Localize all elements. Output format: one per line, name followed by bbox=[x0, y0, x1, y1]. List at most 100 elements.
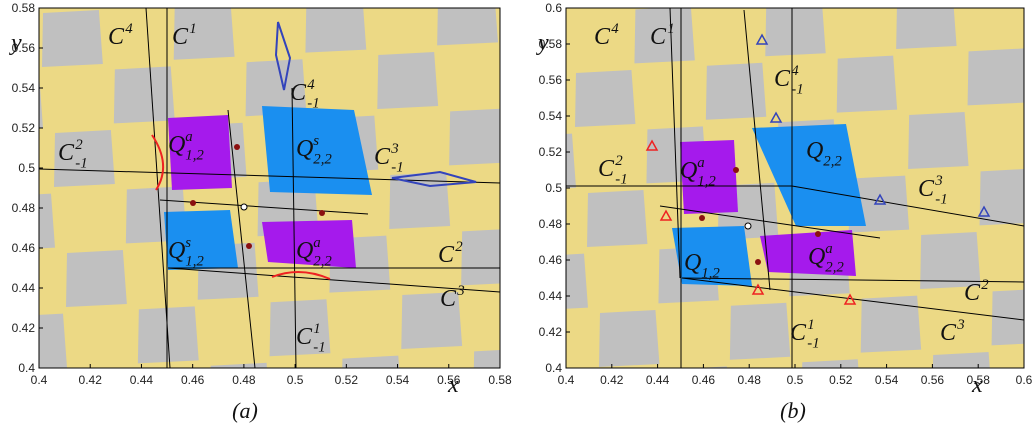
gray-tile bbox=[245, 59, 307, 117]
x-tick-label: 0.42 bbox=[600, 373, 624, 387]
y-tick-label: 0.42 bbox=[12, 321, 36, 335]
region-label: Qa 1,2 bbox=[680, 155, 716, 189]
gray-tile bbox=[967, 48, 1024, 106]
gray-tile bbox=[1027, 0, 1036, 42]
curve-label: C1 -1 bbox=[790, 317, 820, 351]
gray-tile bbox=[932, 352, 990, 368]
curve-c3 bbox=[167, 267, 500, 293]
region-q22a bbox=[262, 220, 356, 268]
region-label: Qa 2,2 bbox=[808, 241, 844, 275]
panel-caption: (a) bbox=[232, 398, 258, 423]
gray-tile bbox=[173, 8, 235, 60]
red-orbit-bottom bbox=[271, 271, 331, 280]
y-tick-label: 0.46 bbox=[12, 241, 36, 255]
x-tick-label: 0.4 bbox=[558, 373, 575, 387]
x-tick-label: 0.52 bbox=[829, 373, 853, 387]
y-tick-label: 0.56 bbox=[12, 41, 36, 55]
gray-tile bbox=[575, 70, 636, 127]
y-tick-label: 0.58 bbox=[12, 1, 36, 15]
gray-tile bbox=[39, 193, 55, 249]
y-tick-label: 0.54 bbox=[12, 81, 36, 95]
gray-tile bbox=[66, 250, 127, 307]
x-tick-label: 0.56 bbox=[437, 373, 461, 387]
curve-label: C2 bbox=[438, 239, 463, 268]
fixed-point bbox=[733, 167, 739, 173]
blue-orbit-right bbox=[391, 170, 477, 188]
saddle-point bbox=[744, 222, 752, 230]
x-tick-label: 0.48 bbox=[738, 373, 762, 387]
gray-tile bbox=[461, 229, 500, 286]
curve-label: C4 bbox=[108, 21, 133, 50]
x-tick-label: 0.5 bbox=[287, 373, 304, 387]
x-tick-label: 0.4 bbox=[31, 373, 48, 387]
region-q22a bbox=[760, 230, 856, 276]
gray-tile bbox=[729, 302, 791, 360]
gray-tile bbox=[802, 359, 859, 368]
y-tick-label: 0.44 bbox=[539, 289, 563, 303]
y-tick-label: 0.58 bbox=[539, 37, 563, 51]
fixed-point bbox=[815, 231, 821, 237]
curve-c3-minus1 bbox=[791, 185, 1024, 227]
region-q12 bbox=[672, 226, 752, 286]
red-marker bbox=[843, 293, 857, 305]
gray-tile bbox=[42, 10, 103, 67]
gray-tile bbox=[377, 52, 439, 109]
red-marker bbox=[645, 139, 659, 151]
gray-tile bbox=[979, 169, 1024, 226]
x-tick-label: 0.6 bbox=[1016, 373, 1033, 387]
region-q22s bbox=[262, 106, 372, 195]
gray-tile bbox=[269, 299, 331, 357]
gray-tile bbox=[920, 232, 981, 289]
curve-c2 bbox=[681, 277, 1024, 283]
x-tick-label: 0.58 bbox=[967, 373, 991, 387]
curve-label: C4 bbox=[594, 21, 619, 50]
panel-b: 0.4 0.42 0.44 0.46 0.48 0.5 0.52 0.54 0.56 0.58 0.… bbox=[536, 0, 1036, 423]
x-tick-label: 0.5 bbox=[787, 373, 804, 387]
curve-label: C4 -1 bbox=[774, 63, 804, 97]
y-tick-label: 0.52 bbox=[12, 121, 36, 135]
x-tick-label: 0.54 bbox=[875, 373, 899, 387]
gray-tile bbox=[305, 8, 367, 53]
gray-tile bbox=[634, 8, 695, 64]
region-q12a bbox=[168, 115, 232, 190]
region-label: Qa 1,2 bbox=[168, 129, 204, 163]
curve-c4-minus1 bbox=[743, 9, 771, 291]
curve-label: C1 bbox=[650, 21, 675, 50]
gray-tile bbox=[473, 350, 500, 368]
curve-label: C2 bbox=[964, 277, 989, 306]
gray-tile bbox=[437, 8, 498, 46]
y-tick-label: 0.4 bbox=[545, 361, 562, 375]
gray-tile bbox=[860, 295, 922, 353]
gray-tile bbox=[705, 62, 767, 120]
curve-label: C1 -1 bbox=[296, 321, 326, 355]
curve-label: C3 -1 bbox=[918, 173, 948, 207]
saddle-point bbox=[240, 203, 248, 211]
x-tick-label: 0.56 bbox=[921, 373, 945, 387]
gray-tile bbox=[566, 253, 588, 309]
region-label: Q2,2 bbox=[806, 138, 842, 170]
gray-tile bbox=[587, 190, 648, 247]
curve-label: C2 -1 bbox=[58, 137, 88, 171]
y-tick-label: 0.5 bbox=[545, 181, 562, 195]
region-q12a bbox=[680, 140, 738, 214]
gray-tile bbox=[563, 0, 623, 7]
y-tick-label: 0.42 bbox=[539, 325, 563, 339]
curve-c3-minus1-inner bbox=[659, 205, 881, 239]
gray-tile bbox=[342, 355, 400, 368]
x-axis-label: x bbox=[971, 372, 983, 398]
fixed-point bbox=[246, 243, 252, 249]
blue-marker bbox=[755, 33, 769, 45]
y-tick-label: 0.44 bbox=[12, 281, 36, 295]
gray-tile bbox=[113, 66, 175, 124]
gray-tile bbox=[210, 362, 267, 368]
y-tick-label: 0.52 bbox=[539, 145, 563, 159]
gray-tile bbox=[102, 0, 163, 3]
y-tick-label: 0.4 bbox=[18, 361, 35, 375]
y-tick-label: 0.54 bbox=[539, 109, 563, 123]
gray-tile bbox=[401, 292, 463, 349]
gray-tile bbox=[449, 108, 500, 166]
curve-c4-minus1 bbox=[291, 87, 297, 368]
plot-area bbox=[563, 0, 1036, 368]
gray-tile bbox=[599, 310, 660, 367]
